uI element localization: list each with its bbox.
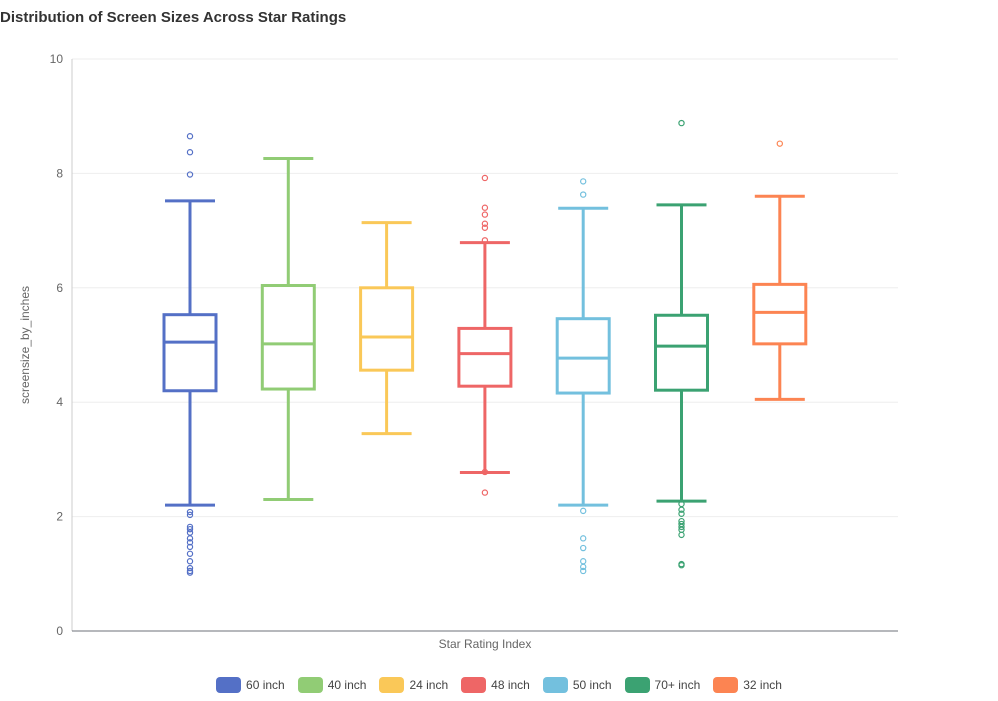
y-axis: 0 2 4 6 8 10	[50, 52, 73, 638]
outlier-point	[186, 550, 194, 557]
legend-label: 70+ inch	[654, 678, 701, 692]
y-tick-label: 8	[56, 166, 63, 180]
box-series-group	[162, 119, 808, 576]
outlier-point	[678, 523, 685, 531]
legend-swatch	[297, 677, 323, 693]
iqr-box	[654, 313, 709, 392]
outlier-point	[678, 119, 685, 127]
chart-legend: 60 inch 40 inch 24 inch 48 inch 50 inch 70+ i…	[0, 677, 998, 693]
box-series-24-inch	[359, 221, 415, 436]
outlier-point	[186, 529, 194, 536]
outlier-point	[580, 563, 587, 571]
legend-swatch	[216, 677, 242, 693]
box-series-32-inch	[752, 140, 808, 401]
outlier-point	[678, 506, 685, 513]
box-series-70-inch	[654, 119, 709, 569]
outlier-point	[186, 539, 194, 546]
outlier-point	[186, 149, 194, 156]
outlier-point	[580, 567, 587, 575]
outlier-point	[186, 569, 194, 576]
outlier-point	[580, 191, 587, 198]
legend-label: 32 inch	[743, 678, 782, 692]
legend-item[interactable]: 48 inch	[461, 677, 530, 693]
outlier-point	[186, 508, 194, 516]
legend-item[interactable]: 32 inch	[713, 677, 782, 693]
chart-title: Distribution of Screen Sizes Across Star…	[0, 9, 347, 26]
outlier-point	[776, 140, 784, 147]
outlier-point	[186, 525, 194, 533]
outlier-point	[186, 511, 194, 519]
iqr-box	[457, 326, 513, 388]
outlier-point	[481, 174, 489, 182]
legend-swatch	[624, 677, 650, 693]
outlier-point	[580, 558, 587, 565]
legend-swatch	[713, 677, 739, 693]
iqr-box	[555, 317, 611, 395]
outlier-point	[481, 211, 489, 218]
outlier-point	[678, 562, 685, 569]
outlier-point	[481, 237, 489, 244]
y-tick-label: 10	[50, 52, 64, 66]
outlier-point	[580, 178, 587, 185]
y-tick-label: 6	[56, 281, 63, 295]
box-series-50-inch	[555, 178, 611, 575]
legend-item[interactable]: 60 inch	[216, 677, 285, 693]
legend-label: 60 inch	[246, 678, 285, 692]
outlier-point	[186, 171, 194, 178]
iqr-box	[162, 313, 218, 393]
outlier-point	[678, 510, 685, 517]
y-axis-title: screensize_by_inches	[18, 286, 32, 404]
outlier-point	[186, 543, 194, 551]
outlier-point	[481, 489, 489, 496]
legend-item[interactable]: 70+ inch	[624, 677, 701, 693]
y-tick-label: 2	[56, 510, 63, 524]
outlier-point	[186, 133, 194, 140]
legend-item[interactable]: 40 inch	[297, 677, 367, 693]
box-series-60-inch	[162, 133, 218, 576]
outlier-point	[186, 564, 194, 572]
outlier-point	[186, 558, 194, 565]
iqr-box	[752, 282, 808, 346]
outlier-point	[678, 531, 685, 539]
legend-swatch	[542, 677, 568, 693]
x-axis-title: Star Rating Index	[439, 637, 532, 651]
legend-item[interactable]: 24 inch	[379, 677, 448, 693]
outlier-point	[580, 507, 587, 515]
legend-swatch	[461, 677, 487, 693]
outlier-point	[481, 220, 489, 227]
y-tick-label: 4	[56, 395, 63, 409]
legend-label: 24 inch	[409, 678, 449, 692]
legend-item[interactable]: 50 inch	[542, 677, 612, 693]
legend-label: 50 inch	[572, 678, 612, 692]
box-series-40-inch	[260, 157, 316, 501]
outlier-point	[580, 544, 587, 552]
outlier-point	[481, 204, 489, 211]
y-tick-label: 0	[56, 624, 63, 638]
iqr-box	[260, 284, 316, 391]
outlier-point	[481, 224, 489, 231]
outlier-point	[580, 535, 587, 542]
outlier-point	[186, 535, 194, 542]
outlier-point	[481, 468, 489, 476]
box-series-48-inch	[457, 174, 513, 496]
legend-label: 48 inch	[491, 678, 530, 692]
legend-label: 40 inch	[327, 678, 367, 692]
iqr-box	[359, 286, 415, 372]
legend-swatch	[379, 677, 405, 693]
